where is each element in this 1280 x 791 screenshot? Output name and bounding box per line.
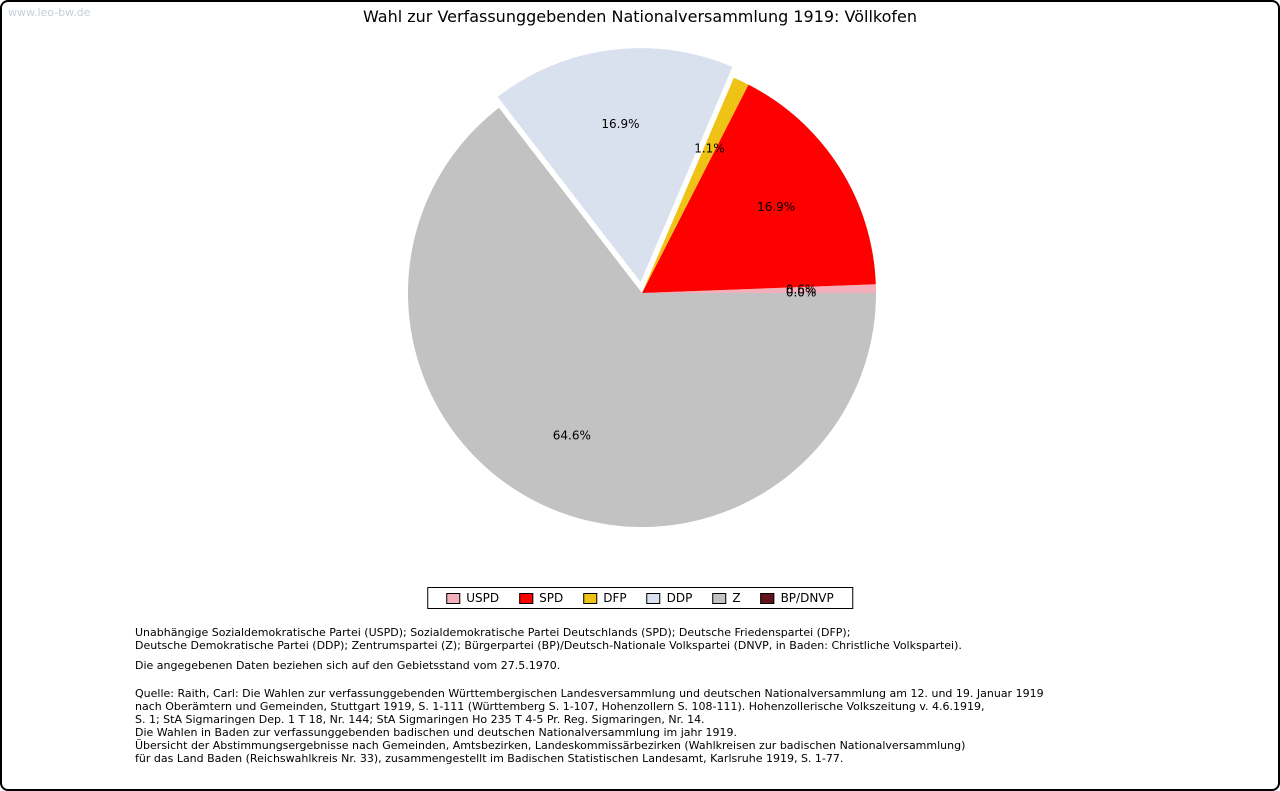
pie-label-spd: 16.9% [757, 200, 795, 214]
watermark: www.leo-bw.de [8, 6, 91, 19]
pie-slice-spd [642, 84, 876, 293]
legend-swatch-ddp [646, 592, 661, 604]
pie-slice-uspd [642, 284, 876, 293]
legend-label-bp-dnvp: BP/DNVP [780, 591, 834, 605]
pie-slice-dfp [642, 77, 749, 293]
legend-item-uspd: USPD [446, 591, 499, 605]
pie-slice-ddp [497, 48, 733, 283]
pie-slice-z [408, 107, 876, 528]
legend-swatch-spd [519, 592, 534, 604]
legend-label-spd: SPD [539, 591, 564, 605]
legend-item-z: Z [712, 591, 741, 605]
legend-item-bp-dnvp: BP/DNVP [760, 591, 834, 605]
pie-label-ddp: 16.9% [601, 117, 639, 131]
page-title: Wahl zur Verfassunggebenden Nationalvers… [362, 7, 918, 26]
data-status-note: Die angegebenen Daten beziehen sich auf … [135, 659, 561, 672]
legend-item-dfp: DFP [583, 591, 627, 605]
legend-label-z: Z [732, 591, 741, 605]
pie-chart: 0.6% 16.9% 1.1% 16.9% 64.6% 0.0% [408, 48, 876, 528]
legend-swatch-uspd [446, 592, 461, 604]
legend-swatch-dfp [583, 592, 598, 604]
source-note: Quelle: Raith, Carl: Die Wahlen zur verf… [135, 687, 1044, 765]
pie-label-bp-dnvp: 0.0% [786, 286, 817, 300]
party-abbreviations-note: Unabhängige Sozialdemokratische Partei (… [135, 626, 962, 652]
pie-label-z: 64.6% [553, 428, 591, 442]
pie-label-dfp: 1.1% [694, 141, 725, 155]
legend-label-uspd: USPD [466, 591, 500, 605]
legend-item-spd: SPD [519, 591, 563, 605]
legend-label-ddp: DDP [666, 591, 693, 605]
legend-swatch-z [712, 592, 727, 604]
legend-item-ddp: DDP [646, 591, 693, 605]
legend-label-dfp: DFP [603, 591, 627, 605]
legend-swatch-bp-dnvp [760, 592, 775, 604]
pie-label-uspd: 0.6% [786, 283, 817, 297]
legend: USPD SPD DFP DDP Z BP/DNVP [427, 587, 853, 609]
